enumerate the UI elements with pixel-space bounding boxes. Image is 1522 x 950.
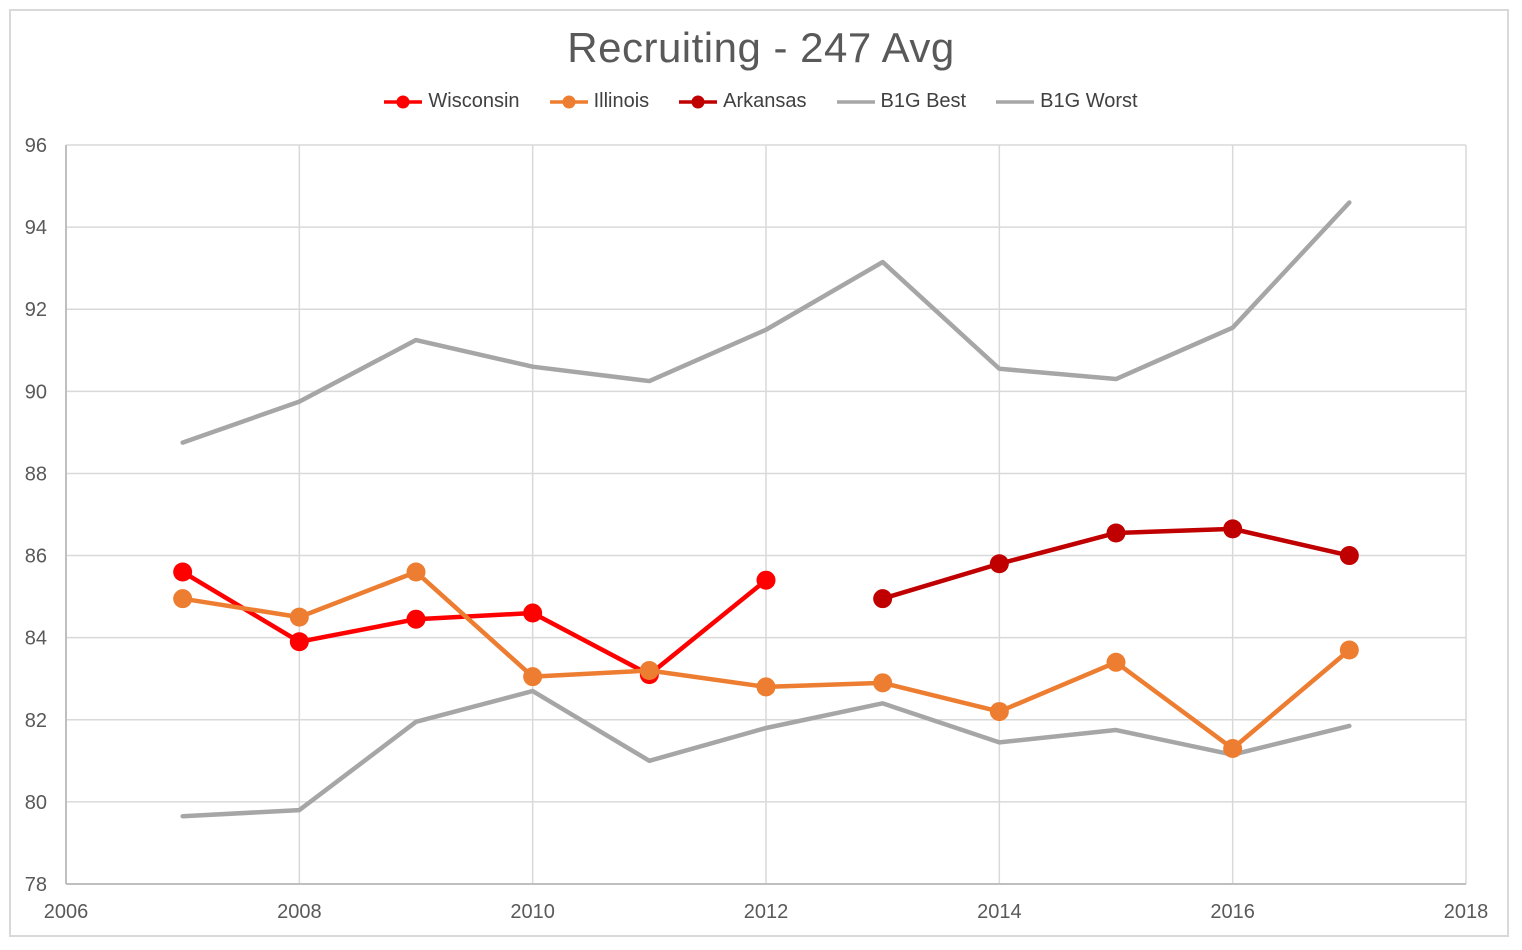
y-tick-label: 86 — [25, 546, 47, 568]
series-wisconsin-marker — [756, 570, 776, 590]
series-arkansas-marker — [1106, 523, 1126, 543]
series-illinois-marker — [756, 677, 776, 697]
series-wisconsin-marker — [173, 562, 193, 582]
series-wisconsin-marker — [523, 603, 543, 623]
legend-line-marker-icon — [679, 95, 718, 108]
series-illinois-marker — [1223, 739, 1243, 759]
y-tick-label: 88 — [25, 463, 47, 485]
series-b1g-best-line — [180, 200, 1352, 445]
legend-line-icon — [996, 99, 1035, 104]
legend-label: B1G Best — [880, 90, 967, 112]
legend-item-b1g-best: B1G Best — [836, 90, 967, 113]
series-arkansas-marker — [1223, 519, 1243, 539]
y-tick-label: 92 — [25, 299, 47, 321]
legend-item-illinois: Illinois — [549, 90, 650, 113]
chart-title: Recruiting - 247 Avg — [567, 24, 955, 71]
x-tick-label: 2012 — [744, 901, 789, 923]
legend-line-marker-icon — [384, 95, 423, 108]
series-illinois-marker — [1106, 652, 1126, 672]
legend-line-icon — [836, 99, 875, 104]
series-illinois-marker — [1339, 640, 1359, 660]
series-wisconsin-marker — [289, 632, 309, 652]
series-illinois-marker — [873, 673, 893, 693]
y-tick-label: 96 — [25, 135, 47, 157]
x-tick-label: 2018 — [1444, 901, 1489, 923]
x-tick-label: 2016 — [1210, 901, 1255, 923]
legend-item-arkansas: Arkansas — [679, 90, 807, 113]
chart-legend: Wisconsin Illinois Arkansas B1G Best B1G Wor… — [0, 90, 1522, 113]
legend-label: B1G Worst — [1040, 90, 1138, 112]
series-illinois-marker — [406, 562, 426, 582]
y-tick-label: 80 — [25, 792, 47, 814]
y-tick-label: 90 — [25, 381, 47, 403]
series-arkansas-marker — [989, 554, 1009, 574]
series-illinois-marker — [523, 667, 543, 687]
series-illinois-marker — [639, 661, 659, 681]
legend-label: Wisconsin — [428, 90, 520, 112]
x-tick-label: 2006 — [44, 901, 89, 923]
x-tick-label: 2014 — [977, 901, 1022, 923]
series-wisconsin-line — [180, 569, 769, 677]
series-arkansas-marker — [1339, 546, 1359, 566]
series-b1g-worst-line — [180, 688, 1352, 819]
legend-item-wisconsin: Wisconsin — [384, 90, 520, 113]
series-illinois-marker — [989, 702, 1009, 722]
y-tick-label: 84 — [25, 628, 47, 650]
x-tick-label: 2010 — [510, 901, 555, 923]
legend-item-b1g-worst: B1G Worst — [996, 90, 1138, 113]
legend-label: Arkansas — [723, 90, 807, 112]
series-illinois-marker — [289, 607, 309, 627]
series-arkansas-marker — [873, 589, 893, 609]
y-tick-label: 94 — [25, 217, 47, 239]
series-wisconsin-marker — [406, 609, 426, 629]
series-illinois-marker — [173, 589, 193, 609]
x-tick-label: 2008 — [277, 901, 322, 923]
legend-label: Illinois — [593, 90, 650, 112]
y-tick-label: 78 — [25, 874, 47, 896]
y-tick-label: 82 — [25, 710, 47, 732]
legend-line-marker-icon — [549, 95, 588, 108]
